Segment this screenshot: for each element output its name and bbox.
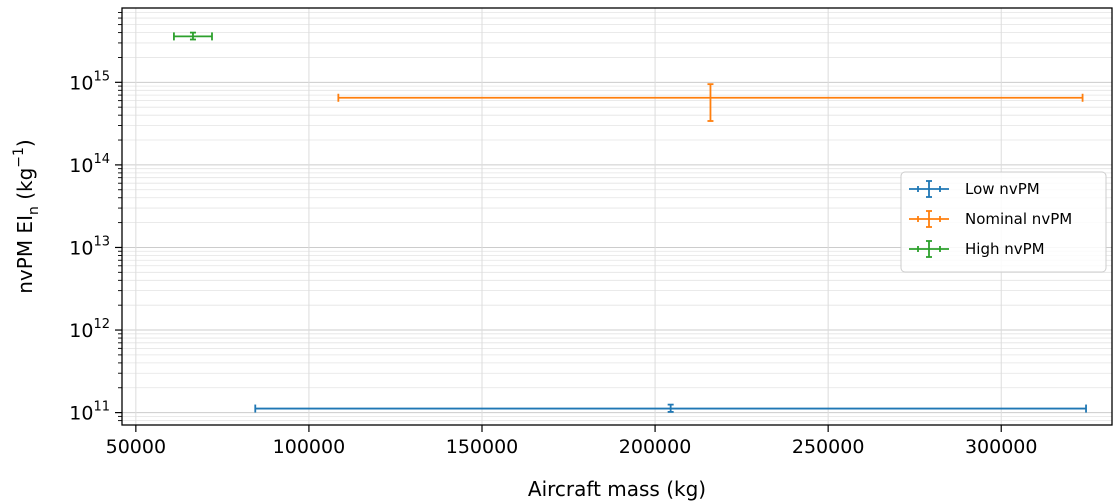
y-tick-label: 1011 (69, 400, 110, 425)
series-nominal-nvpm (337, 83, 1084, 122)
legend-box (900, 171, 1107, 273)
y-tick-label: 1015 (69, 69, 110, 94)
x-tick-label: 50000 (106, 436, 166, 458)
x-tick-label: 150000 (446, 436, 519, 458)
legend-handle-low-nvpm (909, 180, 949, 198)
plot-frame (121, 7, 1113, 426)
series-low-nvpm (254, 403, 1087, 413)
legend-handle-nominal-nvpm (909, 210, 949, 228)
axis-ticks: 1011 1012 1013 1014 1015 50000 100000 150000 200… (69, 12, 1038, 458)
y-tick-label: 1014 (69, 152, 110, 177)
y-axis-label: nvPM EIn (kg−1) (11, 139, 42, 294)
x-tick-label: 300000 (965, 436, 1038, 458)
legend: Low nvPM Nominal nvPM High nvPM (900, 171, 1107, 273)
legend-label-low-nvpm: Low nvPM (965, 180, 1040, 198)
x-tick-label: 100000 (273, 436, 346, 458)
y-tick-label: 1013 (69, 234, 110, 259)
x-axis-label: Aircraft mass (kg) (528, 477, 706, 501)
legend-label-nominal-nvpm: Nominal nvPM (965, 210, 1072, 228)
x-tick-label: 250000 (792, 436, 865, 458)
legend-label-high-nvpm: High nvPM (965, 240, 1045, 258)
legend-handle-high-nvpm (909, 240, 949, 258)
y-tick-label: 1012 (69, 317, 110, 342)
plot-area (173, 31, 1087, 413)
series-high-nvpm (173, 31, 213, 41)
x-tick-label: 200000 (619, 436, 692, 458)
